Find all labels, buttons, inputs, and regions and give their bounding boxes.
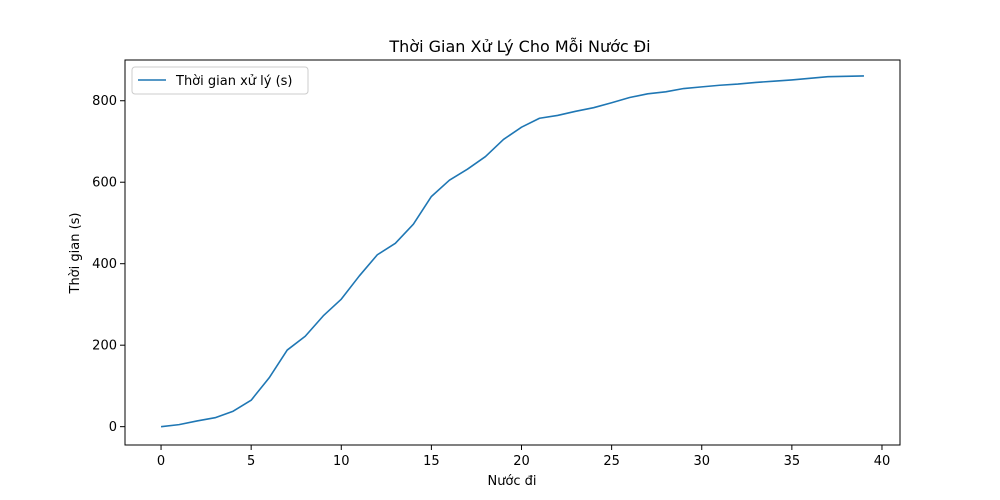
x-tick-label: 20 (513, 454, 530, 469)
x-axis-title: Nước đi (487, 474, 536, 489)
x-tick-label: 30 (693, 454, 710, 469)
series-line (160, 75, 864, 428)
plot-area (125, 60, 900, 445)
x-tick-label: 15 (423, 454, 440, 469)
y-tick-label: 600 (92, 176, 117, 191)
legend: Thời gian xử lý (s) (131, 66, 309, 95)
legend-label: Thời gian xử lý (s) (175, 74, 293, 89)
x-axis-ticks: 0 5 10 15 20 25 30 35 40 (157, 445, 890, 469)
x-tick-label: 40 (874, 454, 891, 469)
y-axis-title: Thời gian (s) (68, 213, 83, 295)
y-tick-label: 0 (109, 420, 117, 435)
plot-frame (124, 59, 901, 446)
x-tick-label: 25 (603, 454, 620, 469)
legend-box (131, 66, 309, 95)
y-tick-label: 200 (92, 339, 117, 354)
x-tick-label: 0 (157, 454, 165, 469)
y-tick-label: 400 (92, 257, 117, 272)
y-axis-ticks: 0 200 400 600 800 (92, 94, 125, 435)
chart-title: Thời Gian Xử Lý Cho Mỗi Nước Đi (388, 37, 650, 56)
y-tick-label: 800 (92, 94, 117, 109)
x-tick-label: 10 (333, 454, 350, 469)
x-tick-label: 5 (247, 454, 255, 469)
x-tick-label: 35 (784, 454, 801, 469)
